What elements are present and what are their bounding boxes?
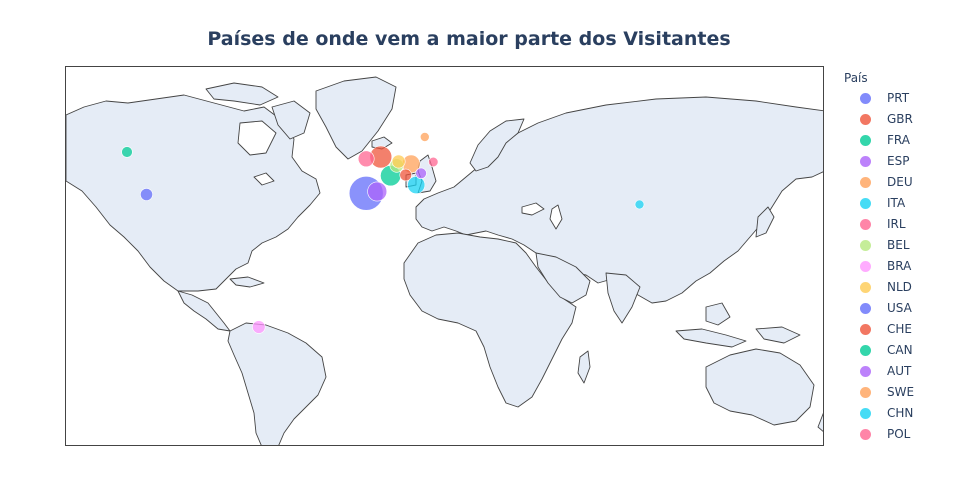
marker-bra[interactable] xyxy=(252,320,266,334)
legend-swatch xyxy=(860,135,871,146)
world-map[interactable] xyxy=(66,67,824,446)
legend-item-bel[interactable]: BEL xyxy=(840,235,960,256)
legend-swatch xyxy=(860,345,871,356)
legend-item-esp[interactable]: ESP xyxy=(840,151,960,172)
arctic-islands-land xyxy=(205,82,279,106)
legend-label: CHN xyxy=(887,406,914,420)
legend-swatch xyxy=(860,93,871,104)
legend-item-che[interactable]: CHE xyxy=(840,319,960,340)
south-america-land xyxy=(227,322,327,445)
legend-item-nld[interactable]: NLD xyxy=(840,277,960,298)
markers-layer xyxy=(121,132,645,334)
marker-nld[interactable] xyxy=(391,154,406,169)
baffin-island-land xyxy=(271,100,311,140)
marker-chn[interactable] xyxy=(634,199,645,210)
legend-item-pol[interactable]: POL xyxy=(840,424,960,445)
hudson-bay xyxy=(237,120,277,156)
marker-usa[interactable] xyxy=(140,188,153,201)
legend-swatch xyxy=(860,282,871,293)
legend-item-swe[interactable]: SWE xyxy=(840,382,960,403)
legend-item-deu[interactable]: DEU xyxy=(840,172,960,193)
chart-title: Países de onde vem a maior parte dos Vis… xyxy=(207,28,731,50)
great-lakes xyxy=(253,172,275,186)
legend-swatch xyxy=(860,114,871,125)
legend-label: NLD xyxy=(887,280,912,294)
marker-ita[interactable] xyxy=(407,176,426,195)
caspian-sea xyxy=(549,204,563,230)
legend-swatch xyxy=(860,198,871,209)
legend-label: SWE xyxy=(887,385,915,399)
legend-label: CAN xyxy=(887,343,913,357)
legend-label: POL xyxy=(887,427,911,441)
new-guinea-land xyxy=(755,326,801,344)
map-plot-area[interactable] xyxy=(65,66,824,446)
legend-label: ITA xyxy=(887,196,906,210)
legend-label: IRL xyxy=(887,217,906,231)
legend-swatch xyxy=(860,303,871,314)
marker-irl[interactable] xyxy=(357,150,375,168)
marker-aut[interactable] xyxy=(415,167,427,180)
legend-swatch xyxy=(860,261,871,272)
madagascar-land xyxy=(577,350,591,384)
legend-swatch xyxy=(860,429,871,440)
legend-swatch xyxy=(860,156,871,167)
legend-item-can[interactable]: CAN xyxy=(840,340,960,361)
japan-land xyxy=(755,206,775,238)
legend: País PRT GBR FRA ESP DEU ITA IRL BEL BRA NLD USA CH… xyxy=(840,68,960,445)
legend-swatch xyxy=(860,240,871,251)
legend-swatch xyxy=(860,408,871,419)
marker-can[interactable] xyxy=(121,146,133,158)
legend-label: FRA xyxy=(887,133,910,147)
africa-land xyxy=(403,232,577,408)
legend-swatch xyxy=(860,387,871,398)
cuba-land xyxy=(229,276,265,288)
greenland-land xyxy=(315,76,397,160)
legend-label: BRA xyxy=(887,259,912,273)
marker-che[interactable] xyxy=(399,168,412,182)
central-america-land xyxy=(177,290,231,332)
legend-label: USA xyxy=(887,301,912,315)
legend-label: ESP xyxy=(887,154,910,168)
legend-items: PRT GBR FRA ESP DEU ITA IRL BEL BRA NLD USA CHE CAN A… xyxy=(840,88,960,445)
legend-item-chn[interactable]: CHN xyxy=(840,403,960,424)
black-sea xyxy=(521,202,545,216)
indonesia-land xyxy=(675,328,747,348)
legend-item-usa[interactable]: USA xyxy=(840,298,960,319)
australia-land xyxy=(705,348,815,426)
arabia-land xyxy=(535,252,591,304)
legend-item-gbr[interactable]: GBR xyxy=(840,109,960,130)
marker-swe[interactable] xyxy=(419,132,430,142)
scandinavia-land xyxy=(469,118,525,172)
iceland-land xyxy=(371,136,393,150)
borneo-land xyxy=(705,302,731,326)
india-land xyxy=(605,272,641,324)
new-zealand-land xyxy=(817,412,823,432)
legend-item-fra[interactable]: FRA xyxy=(840,130,960,151)
legend-swatch xyxy=(860,219,871,230)
legend-label: GBR xyxy=(887,112,913,126)
land-layer xyxy=(66,76,823,445)
legend-item-bra[interactable]: BRA xyxy=(840,256,960,277)
legend-label: BEL xyxy=(887,238,910,252)
legend-swatch xyxy=(860,366,871,377)
legend-swatch xyxy=(860,177,871,188)
legend-label: PRT xyxy=(887,91,910,105)
eurasia-land xyxy=(415,96,823,304)
legend-label: DEU xyxy=(887,175,913,189)
marker-pol[interactable] xyxy=(428,156,439,168)
marker-esp[interactable] xyxy=(367,181,388,202)
legend-title: País xyxy=(844,71,868,85)
legend-label: CHE xyxy=(887,322,912,336)
legend-label: AUT xyxy=(887,364,912,378)
legend-swatch xyxy=(860,324,871,335)
legend-item-prt[interactable]: PRT xyxy=(840,88,960,109)
legend-item-irl[interactable]: IRL xyxy=(840,214,960,235)
legend-item-aut[interactable]: AUT xyxy=(840,361,960,382)
legend-item-ita[interactable]: ITA xyxy=(840,193,960,214)
